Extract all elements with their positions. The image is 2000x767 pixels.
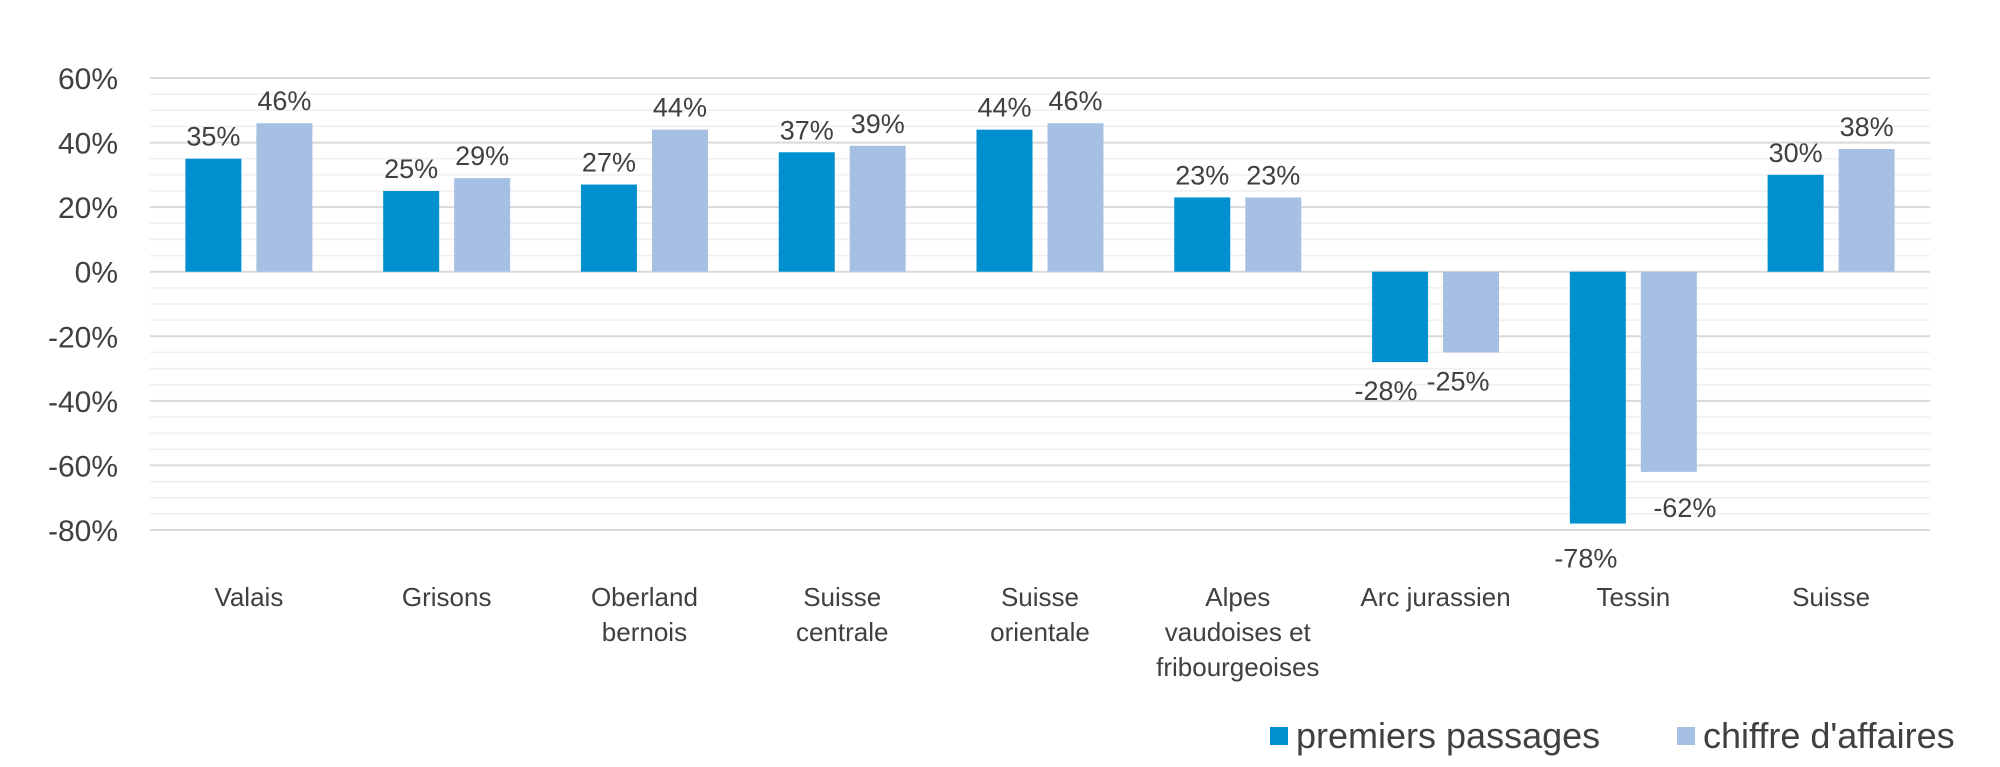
bar-chiffre-affaires bbox=[1245, 197, 1302, 272]
bar-chiffre-affaires bbox=[1443, 271, 1500, 353]
bar-chiffre-affaires bbox=[1047, 123, 1104, 272]
y-tick-label: -20% bbox=[48, 321, 118, 354]
category-label: Oberland bernois bbox=[591, 582, 698, 647]
data-label: 23% bbox=[1175, 160, 1229, 190]
data-label: 23% bbox=[1246, 160, 1300, 190]
y-tick-label: 0% bbox=[75, 257, 118, 290]
y-tick-label: 20% bbox=[58, 192, 118, 225]
bar-chiffre-affaires bbox=[849, 145, 906, 272]
legend: premiers passages chiffre d'affaires bbox=[1270, 715, 1955, 756]
bar-premiers-passages bbox=[1569, 271, 1626, 524]
data-label: 39% bbox=[851, 109, 905, 139]
legend-swatch bbox=[1270, 727, 1288, 745]
category-label: Tessin bbox=[1596, 582, 1670, 612]
category-label: Suisse orientale bbox=[990, 582, 1090, 647]
y-tick-label: -80% bbox=[48, 515, 118, 548]
category-label: Valais bbox=[214, 582, 283, 612]
y-tick-label: -40% bbox=[48, 386, 118, 419]
data-label: 29% bbox=[455, 141, 509, 171]
bars bbox=[185, 123, 1895, 524]
bar-premiers-passages bbox=[976, 129, 1033, 272]
bar-chiffre-affaires bbox=[256, 123, 313, 272]
data-label: 27% bbox=[582, 148, 636, 178]
bar-chiffre-affaires bbox=[1838, 149, 1895, 272]
bar-premiers-passages bbox=[580, 184, 637, 272]
data-label: 44% bbox=[977, 93, 1031, 123]
data-label: 38% bbox=[1840, 112, 1894, 142]
data-label: 46% bbox=[257, 86, 311, 116]
legend-item-premiers-passages: premiers passages bbox=[1296, 715, 1600, 756]
y-axis: 60% 40% 20% 0% -20% -40% -60% -80% bbox=[48, 63, 118, 548]
data-label: -28% bbox=[1355, 376, 1418, 406]
data-label: 46% bbox=[1048, 86, 1102, 116]
data-label: 25% bbox=[384, 154, 438, 184]
bar-chiffre-affaires bbox=[651, 129, 708, 272]
data-label: 35% bbox=[186, 122, 240, 152]
grid bbox=[150, 77, 1930, 531]
data-labels: 35% 46% 25% 29% 27% 44% 37% 39% 44% 46% 23% 23% -28%… bbox=[186, 86, 1893, 573]
legend-swatch bbox=[1677, 727, 1695, 745]
data-label: 37% bbox=[780, 115, 834, 145]
data-label: -25% bbox=[1427, 366, 1490, 396]
y-tick-label: -60% bbox=[48, 450, 118, 483]
category-label: Alpes vaudoises et fribourgeoises bbox=[1156, 582, 1319, 682]
category-label: Suisse bbox=[1792, 582, 1870, 612]
category-label: Suisse centrale bbox=[796, 582, 889, 647]
y-tick-label: 60% bbox=[58, 63, 118, 96]
x-axis: Valais Grisons Oberland bernois Suisse centra… bbox=[214, 582, 1870, 682]
category-label: Arc jurassien bbox=[1360, 582, 1510, 612]
bar-premiers-passages bbox=[1372, 271, 1429, 363]
bar-premiers-passages bbox=[383, 191, 440, 272]
category-label: Grisons bbox=[402, 582, 492, 612]
data-label: 44% bbox=[653, 93, 707, 123]
data-label: -78% bbox=[1554, 544, 1617, 574]
y-tick-label: 40% bbox=[58, 128, 118, 161]
bar-chiffre-affaires bbox=[1640, 271, 1697, 472]
bar-premiers-passages bbox=[185, 158, 242, 272]
bar-chiffre-affaires bbox=[454, 178, 511, 272]
bar-premiers-passages bbox=[778, 152, 835, 272]
data-label: 30% bbox=[1769, 138, 1823, 168]
bar-premiers-passages bbox=[1174, 197, 1231, 272]
data-label: -62% bbox=[1653, 493, 1716, 523]
bar-premiers-passages bbox=[1767, 174, 1824, 272]
legend-item-chiffre-affaires: chiffre d'affaires bbox=[1703, 715, 1955, 756]
